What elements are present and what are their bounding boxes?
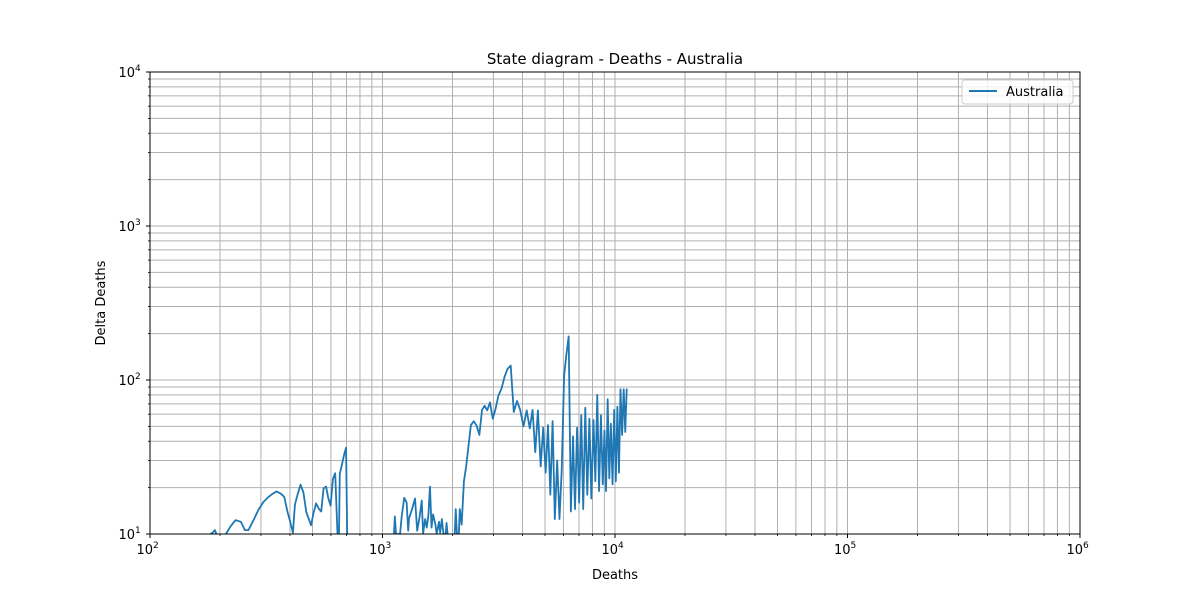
y-tick-base: 10 — [118, 66, 135, 81]
y-tick-exponent: 4 — [135, 64, 141, 74]
x-tick-label: 10 2 — [136, 541, 158, 558]
y-tick-exponent: 3 — [135, 218, 141, 228]
x-tick-base: 10 — [834, 543, 851, 558]
x-tick-exponent: 6 — [1083, 541, 1089, 551]
legend-label-australia: Australia — [1006, 85, 1064, 100]
x-tick-base: 10 — [136, 543, 153, 558]
series-line-segment-australia-0 — [210, 529, 218, 534]
y-tick-exponent: 1 — [135, 526, 141, 536]
x-tick-exponent: 4 — [618, 541, 624, 551]
y-tick-label: 10 3 — [118, 218, 140, 235]
plot-area — [210, 335, 628, 534]
y-tick-base: 10 — [118, 528, 135, 543]
y-tick-label: 10 1 — [118, 526, 140, 543]
chart-title: State diagram - Deaths - Australia — [487, 50, 743, 68]
x-axis-label: Deaths — [592, 568, 638, 583]
x-tick-exponent: 3 — [386, 541, 392, 551]
y-tick-label: 10 4 — [118, 64, 141, 81]
x-tick-exponent: 5 — [851, 541, 857, 551]
y-tick-exponent: 2 — [135, 372, 141, 382]
x-tick-base: 10 — [601, 543, 618, 558]
legend-box — [961, 79, 1074, 105]
legend: Australia — [961, 79, 1074, 105]
x-tick-label: 10 4 — [601, 541, 624, 558]
y-tick-base: 10 — [118, 220, 135, 235]
x-tick-label: 10 5 — [834, 541, 856, 558]
series-line-segment-australia-1 — [225, 446, 349, 534]
x-tick-exponent: 2 — [153, 541, 159, 551]
series-line-segment-australia-3 — [453, 335, 628, 534]
x-tick-base: 10 — [1066, 543, 1083, 558]
y-tick-base: 10 — [118, 374, 135, 389]
axis-ticks: 10 2 10 3 10 4 10 5 10 610 110 210 310 4 — [118, 64, 1089, 558]
series-line-segment-australia-2 — [393, 485, 449, 534]
x-tick-label: 10 3 — [369, 541, 391, 558]
x-tick-label: 10 6 — [1066, 541, 1089, 558]
x-tick-base: 10 — [369, 543, 386, 558]
y-tick-label: 10 2 — [118, 372, 140, 389]
y-axis-label: Delta Deaths — [94, 260, 109, 345]
